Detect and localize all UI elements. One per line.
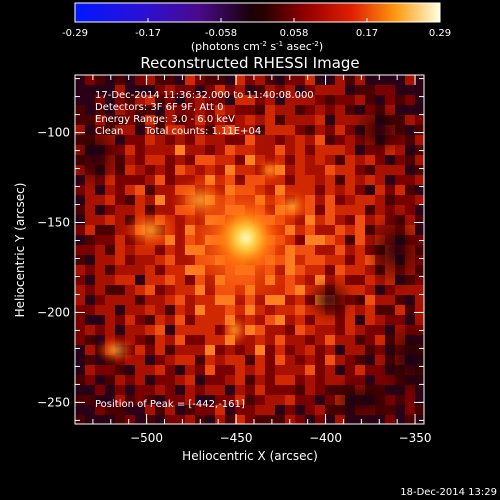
y-tick-label: −150 [37, 216, 70, 230]
algorithm: Clean [95, 126, 123, 137]
colorbar-tick-label: 0.17 [356, 28, 378, 39]
x-axis: −500 −450 −400 −350 [92, 75, 432, 445]
peak-position: Position of Peak = [-442,-161] [95, 399, 245, 410]
colorbar [74, 2, 441, 23]
y-axis: −100 −150 −200 −250 [37, 78, 424, 421]
x-tick-label: −350 [399, 431, 432, 445]
y-tick-label: −200 [37, 305, 70, 319]
colorbar-tick-label: 0.29 [429, 28, 451, 39]
x-tick-label: −400 [309, 431, 342, 445]
colorbar-tick-label: -0.058 [205, 28, 237, 39]
x-axis-label: Heliocentric X (arcsec) [182, 449, 318, 463]
timestamp: 18-Dec-2014 13:29 [400, 487, 497, 498]
total-counts: Total counts: 1.11E+04 [144, 126, 261, 137]
energy-range: Energy Range: 3.0 - 6.0 keV [95, 114, 235, 125]
x-tick-label: −500 [130, 431, 163, 445]
colorbar-tick-label: 0.058 [280, 28, 309, 39]
colorbar-tick-label: -0.17 [135, 28, 161, 39]
y-tick-label: −250 [37, 395, 70, 409]
plot-title: Reconstructed RHESSI Image [140, 54, 359, 72]
colorbar-units: (photons cm-2 s-1 asec-2) [191, 40, 323, 53]
x-tick-label: −450 [220, 431, 253, 445]
y-axis-label: Heliocentric Y (arcsec) [13, 183, 27, 318]
time-range: 17-Dec-2014 11:36:32.000 to 11:40:08.000 [95, 90, 314, 101]
colorbar-tick-label: -0.29 [62, 28, 88, 39]
detectors: Detectors: 3F 6F 9F, Att 0 [95, 102, 223, 113]
plot-frame [74, 74, 425, 425]
y-tick-label: −100 [37, 126, 70, 140]
rhessi-image [75, 75, 424, 424]
colorbar-ticks: -0.29 -0.17 -0.058 0.058 0.17 0.29 [62, 18, 451, 39]
info-text: 17-Dec-2014 11:36:32.000 to 11:40:08.000… [95, 90, 314, 410]
